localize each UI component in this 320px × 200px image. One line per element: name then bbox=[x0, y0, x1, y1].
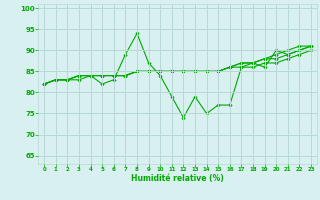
X-axis label: Humidité relative (%): Humidité relative (%) bbox=[131, 174, 224, 183]
